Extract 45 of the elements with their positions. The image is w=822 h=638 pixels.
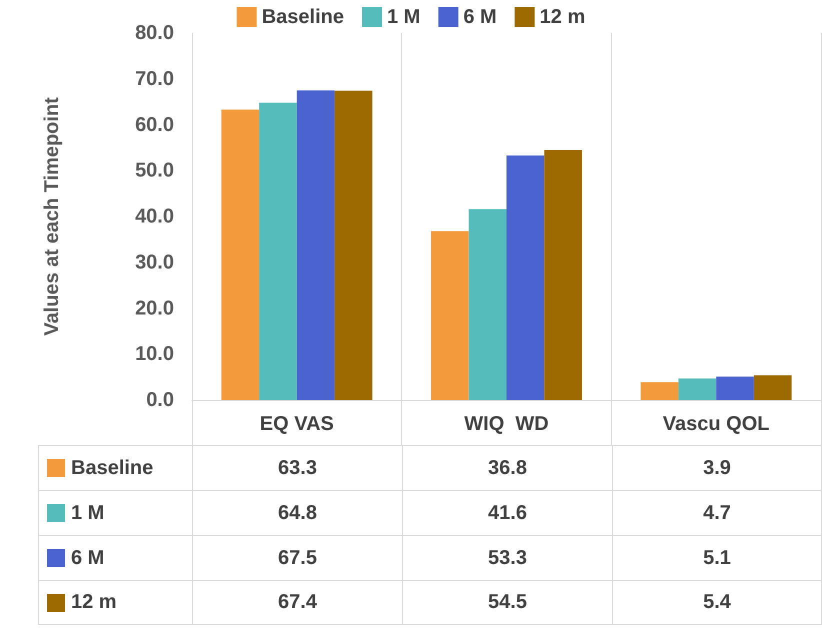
legend-label: 1 M <box>387 6 420 28</box>
data-label: 5.1 <box>612 535 822 580</box>
bar <box>431 231 469 400</box>
text: 1 M <box>71 502 104 524</box>
y-tick-label: 50.0 <box>135 160 174 182</box>
legend-label: 6 M <box>463 6 497 28</box>
bar <box>544 150 582 400</box>
bar <box>640 382 678 400</box>
bar <box>296 90 335 400</box>
y-axis-title: Values at each Timepoint <box>41 96 63 336</box>
y-tick-label: 10.0 <box>135 343 174 366</box>
x-tick-label: Vascu QOL <box>662 413 770 435</box>
data-label: 53.3 <box>402 535 612 580</box>
data-label: 5.4 <box>612 580 822 625</box>
bar <box>468 209 506 400</box>
data-label: 63.3 <box>192 445 402 490</box>
y-tick-label: 20.0 <box>135 297 174 320</box>
data-label: 41.6 <box>402 490 612 535</box>
text: 6 M <box>71 546 104 568</box>
bar <box>678 378 716 400</box>
data-label: 54.5 <box>402 580 612 625</box>
data-label: 3.9 <box>612 445 822 490</box>
y-tick-label: 70.0 <box>135 68 174 90</box>
data-label: 67.4 <box>192 580 402 625</box>
y-tick-label: 0.0 <box>146 389 174 411</box>
text: 12 m <box>71 591 117 613</box>
data-label: 36.8 <box>402 445 612 490</box>
text: Baseline <box>71 456 154 478</box>
bar <box>259 102 297 400</box>
bar <box>754 375 792 400</box>
x-tick-label: WIQ WD <box>464 413 549 435</box>
y-tick-label: 40.0 <box>135 206 174 228</box>
bar <box>334 90 372 400</box>
data-label: 67.5 <box>192 535 402 580</box>
legend-label: Baseline <box>262 6 344 28</box>
legend-label: 12 m <box>540 6 586 28</box>
data-label: 64.8 <box>192 490 402 535</box>
bar <box>221 110 260 400</box>
data-label: 4.7 <box>612 490 822 535</box>
bar <box>506 155 544 400</box>
y-tick-label: 60.0 <box>135 114 174 136</box>
bar <box>716 376 754 400</box>
y-tick-label: 80.0 <box>135 22 174 44</box>
x-tick-label: EQ VAS <box>260 413 334 435</box>
y-tick-label: 30.0 <box>135 251 174 274</box>
